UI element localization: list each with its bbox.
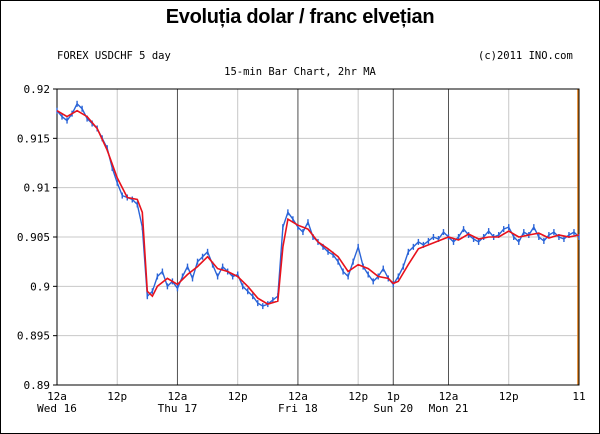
x-day-label: Fri 18 — [278, 402, 318, 415]
x-tick-label: 12a — [47, 390, 67, 403]
x-tick-label: 12a — [168, 390, 188, 403]
y-tick-label: 0.92 — [24, 83, 51, 96]
x-tick-label: 1p — [387, 390, 400, 403]
x-tick-label: 12p — [499, 390, 519, 403]
y-tick-label: 0.915 — [17, 132, 50, 145]
y-tick-label: 0.905 — [17, 231, 50, 244]
y-tick-label: 0.895 — [17, 330, 50, 343]
page-title: Evoluția dolar / franc elvețian — [165, 6, 435, 28]
x-tick-label: 12p — [348, 390, 368, 403]
chart-subtitle: 15-min Bar Chart, 2hr MA — [224, 66, 376, 78]
instrument-label: FOREX USDCHF 5 day — [57, 50, 171, 62]
x-tick-label: 12a — [439, 390, 459, 403]
x-day-label: Thu 17 — [158, 402, 198, 415]
x-tick-label: 12a — [288, 390, 308, 403]
x-tick-label: 12p — [228, 390, 248, 403]
y-tick-label: 0.89 — [24, 379, 51, 392]
x-tick-label: 11 — [572, 390, 585, 403]
x-day-label: Wed 16 — [37, 402, 77, 415]
moving-average-line — [56, 109, 580, 305]
x-day-label: Sun 20 — [373, 402, 413, 415]
y-tick-label: 0.91 — [24, 182, 51, 195]
x-day-label: Mon 21 — [429, 402, 469, 415]
y-tick-label: 0.9 — [30, 280, 50, 293]
price-series-line — [56, 102, 580, 307]
copyright-label: (c)2011 INO.com — [478, 50, 573, 62]
x-tick-label: 12p — [107, 390, 127, 403]
